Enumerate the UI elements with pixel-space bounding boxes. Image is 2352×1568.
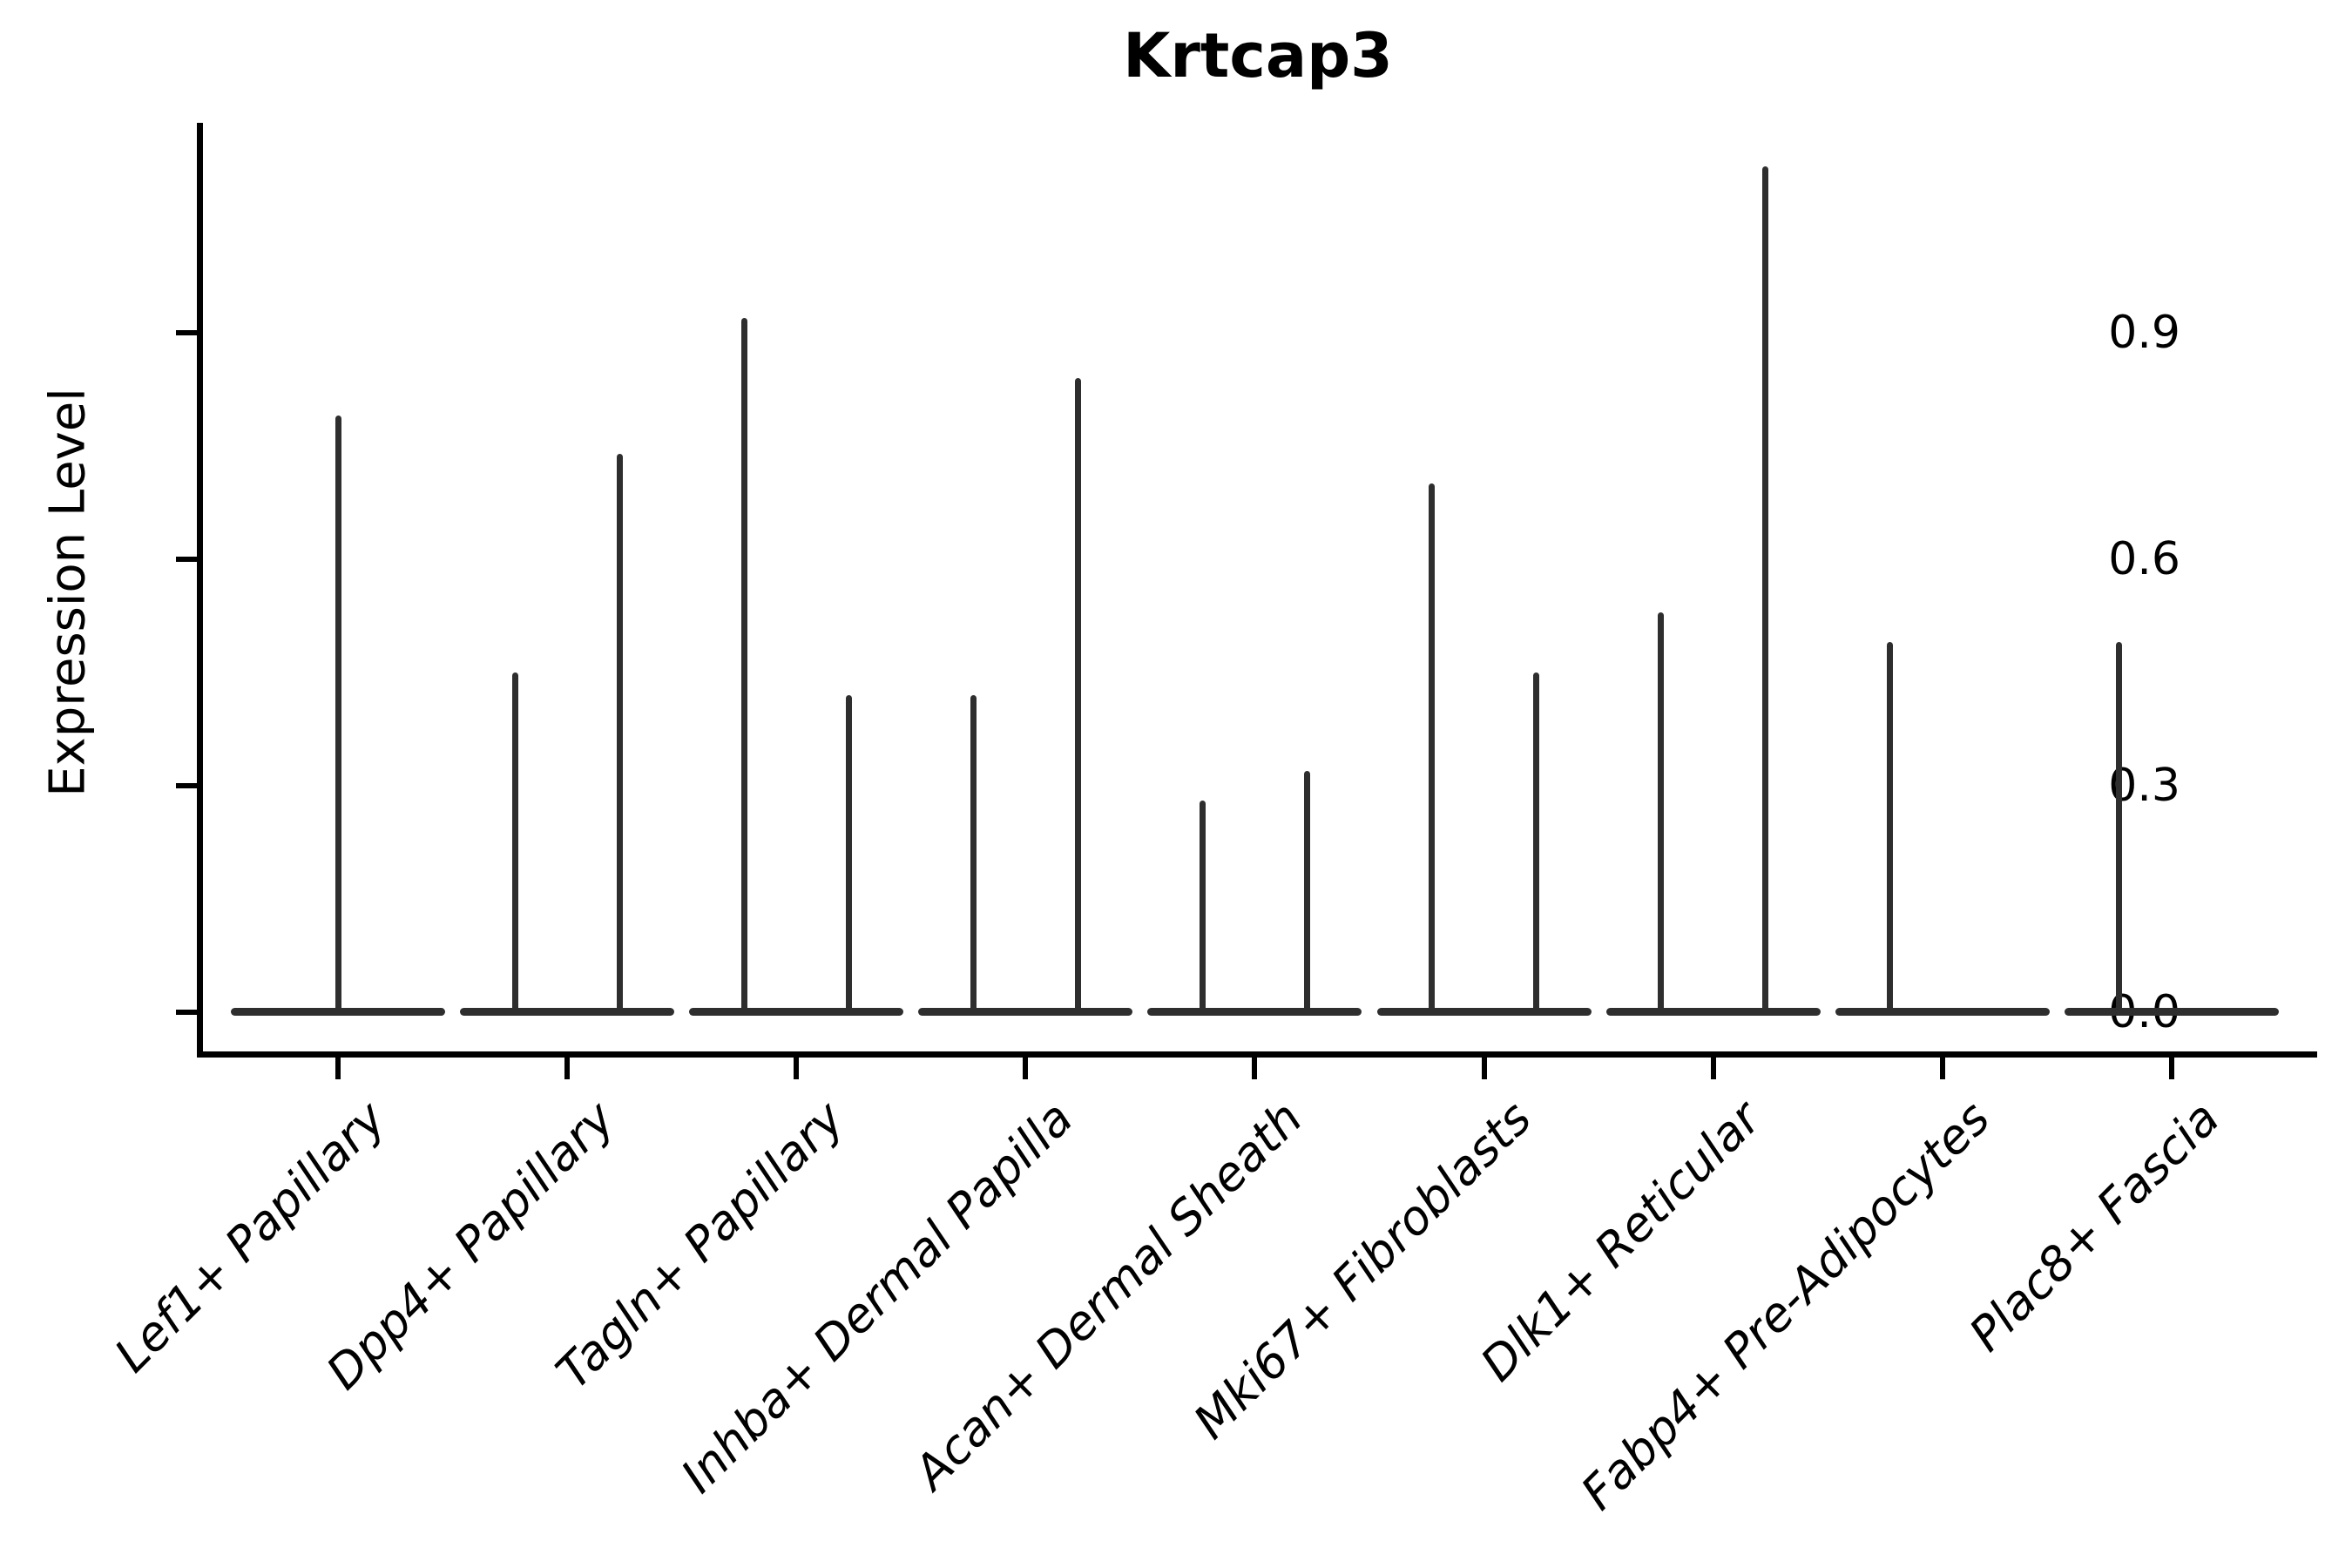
violin-spike bbox=[1074, 377, 1081, 1016]
y-axis-spine bbox=[197, 123, 203, 1057]
y-tick-mark bbox=[176, 556, 197, 562]
x-tick-mark bbox=[2168, 1057, 2174, 1079]
x-tick-label: Acan+ Dermal Sheath bbox=[903, 1091, 1313, 1500]
violin-spike bbox=[1887, 642, 1894, 1016]
x-tick-mark bbox=[1481, 1057, 1487, 1079]
y-tick-label: 0.9 bbox=[2108, 306, 2180, 359]
violin-baseline bbox=[689, 1007, 904, 1016]
y-tick-label: 0.6 bbox=[2108, 532, 2180, 585]
violin-spike bbox=[1303, 770, 1310, 1016]
violin-spike bbox=[1762, 166, 1769, 1016]
x-tick-mark bbox=[794, 1057, 800, 1079]
x-tick-mark bbox=[1252, 1057, 1258, 1079]
violin-baseline bbox=[1605, 1007, 1821, 1016]
x-tick-mark bbox=[564, 1057, 571, 1079]
x-tick-label: Inhba+ Dermal Papilla bbox=[671, 1091, 1084, 1504]
x-tick-label: Plac8+ Fascia bbox=[1958, 1091, 2230, 1362]
violin-spike bbox=[2116, 642, 2123, 1016]
y-tick-label: 0.3 bbox=[2108, 759, 2180, 812]
violin-spike bbox=[740, 317, 747, 1016]
x-tick-mark bbox=[1710, 1057, 1716, 1079]
y-tick-mark bbox=[176, 782, 197, 788]
y-tick-mark bbox=[176, 1010, 197, 1015]
x-tick-mark bbox=[1023, 1057, 1029, 1079]
violin-baseline bbox=[1147, 1007, 1362, 1016]
x-axis-spine bbox=[197, 1051, 2317, 1058]
y-axis-label: Expression Level bbox=[39, 388, 97, 797]
y-tick-mark bbox=[176, 329, 197, 335]
violin-spike bbox=[1533, 672, 1539, 1016]
violin-spike bbox=[845, 694, 852, 1016]
violin-baseline bbox=[918, 1007, 1133, 1016]
violin-baseline bbox=[460, 1007, 675, 1016]
violin-spike bbox=[1429, 483, 1435, 1016]
x-tick-mark bbox=[1939, 1057, 1945, 1079]
violin-spike bbox=[335, 416, 341, 1016]
violin-spike bbox=[1658, 612, 1665, 1016]
chart-title: Krtcap3 bbox=[1123, 20, 1393, 91]
x-tick-label: Fabp4+ Pre-Adipocytes bbox=[1570, 1091, 2001, 1521]
violin-baseline bbox=[1376, 1007, 1592, 1016]
violin-spike bbox=[1199, 801, 1206, 1016]
violin-spike bbox=[616, 453, 623, 1016]
violin-baseline bbox=[2064, 1007, 2279, 1016]
violin-spike bbox=[511, 672, 518, 1016]
violin-spike bbox=[970, 694, 977, 1016]
violin-baseline bbox=[1835, 1007, 2050, 1016]
x-tick-mark bbox=[335, 1057, 341, 1079]
